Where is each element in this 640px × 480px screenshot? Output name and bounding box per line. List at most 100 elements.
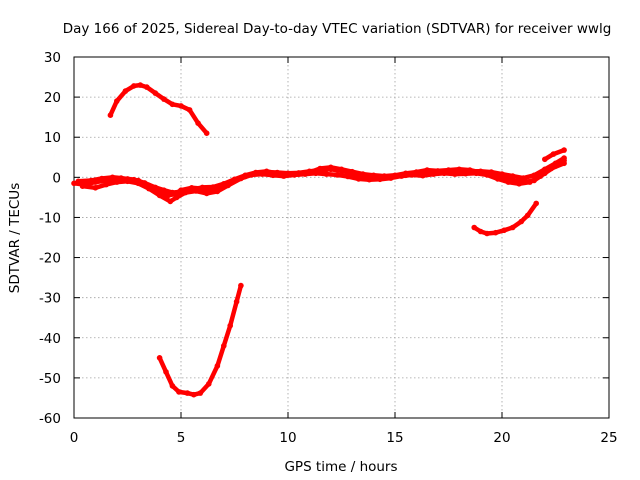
data-point [338, 166, 345, 173]
data-point [259, 171, 266, 177]
series-arc-f [157, 283, 244, 397]
data-point [225, 182, 231, 189]
data-point [430, 171, 437, 177]
data-point [561, 160, 567, 167]
data-point [505, 179, 512, 185]
data-point [518, 218, 525, 225]
data-point [492, 229, 499, 236]
data-point [533, 200, 539, 207]
y-tick-label: -40 [39, 331, 61, 347]
data-point [520, 175, 527, 181]
y-tick-label: 20 [44, 90, 61, 106]
data-point [548, 165, 554, 172]
data-point [313, 170, 319, 177]
data-point [173, 194, 180, 201]
data-point [542, 156, 548, 163]
data-point [156, 355, 163, 361]
x-tick-label: 0 [70, 430, 79, 446]
x-tick-label: 25 [600, 430, 617, 446]
data-point [227, 322, 233, 329]
data-point [88, 177, 94, 184]
data-point [195, 120, 201, 126]
data-point [214, 188, 221, 195]
data-point [152, 184, 159, 191]
data-point [167, 198, 174, 205]
data-point [323, 171, 330, 177]
data-point [409, 172, 415, 178]
data-point [291, 172, 298, 178]
data-point [203, 190, 210, 197]
y-tick-label: -20 [39, 251, 61, 267]
data-point [103, 181, 109, 188]
data-point [92, 185, 99, 191]
data-point [137, 82, 144, 88]
data-point [221, 343, 227, 349]
data-point [270, 172, 276, 179]
data-point [238, 175, 244, 182]
data-point [75, 178, 82, 185]
y-tick-label: 0 [52, 170, 61, 186]
y-tick-label: -30 [39, 291, 61, 307]
data-point [302, 171, 308, 177]
data-point [107, 112, 114, 118]
data-point [524, 212, 531, 219]
data-point [210, 184, 216, 190]
data-point [214, 363, 221, 369]
data-point [191, 391, 197, 398]
data-point [203, 130, 210, 136]
y-tick-label: -10 [39, 210, 61, 226]
y-tick-label: -50 [39, 371, 61, 387]
data-point [280, 173, 287, 179]
data-point [79, 183, 86, 189]
grid [74, 57, 609, 418]
series-arc-c [80, 161, 567, 204]
data-point [71, 180, 77, 187]
axis-ticks: 0 5 10 15 20 25 30 20 10 0 -10 -20 -30 -40 -50 -60 [39, 50, 618, 446]
data-point [109, 174, 116, 181]
data-point [501, 227, 507, 234]
data-point [156, 192, 163, 199]
data-point [152, 90, 159, 96]
data-point [462, 170, 469, 177]
data-point [355, 176, 362, 182]
data-point [550, 151, 557, 157]
data-point [509, 173, 516, 179]
x-axis-label: GPS time / hours [284, 459, 397, 475]
data-point [509, 224, 516, 231]
data-point [169, 189, 176, 196]
data-point [193, 188, 199, 194]
chart-title: Day 166 of 2025, Sidereal Day-to-day VTE… [63, 21, 612, 37]
data-point [186, 107, 193, 113]
data-point [161, 187, 167, 193]
data-point [182, 189, 189, 196]
data-point [537, 173, 544, 179]
data-point [370, 172, 377, 179]
data-point [377, 176, 383, 183]
data-point [387, 175, 394, 181]
data-point [334, 172, 341, 178]
data-point [420, 172, 426, 179]
data-point [131, 83, 137, 89]
data-point [184, 390, 191, 396]
data-point [206, 381, 212, 387]
data-point [477, 228, 484, 235]
data-point [114, 179, 120, 185]
x-tick-label: 5 [177, 430, 186, 446]
data-point [248, 172, 255, 178]
data-point [473, 170, 480, 177]
data-point [122, 88, 129, 94]
data-point [527, 179, 533, 185]
plot-frame [73, 56, 610, 419]
y-tick-label: -60 [39, 411, 61, 427]
data-point [471, 224, 478, 231]
data-point [345, 173, 351, 180]
data-point [484, 172, 490, 178]
data-point [398, 173, 405, 179]
data-point [99, 175, 105, 182]
series-group [71, 82, 567, 398]
data-point [456, 166, 463, 173]
data-point [366, 176, 373, 183]
data-point [146, 185, 152, 192]
x-tick-label: 20 [493, 430, 510, 446]
y-tick-label: 30 [44, 50, 61, 66]
